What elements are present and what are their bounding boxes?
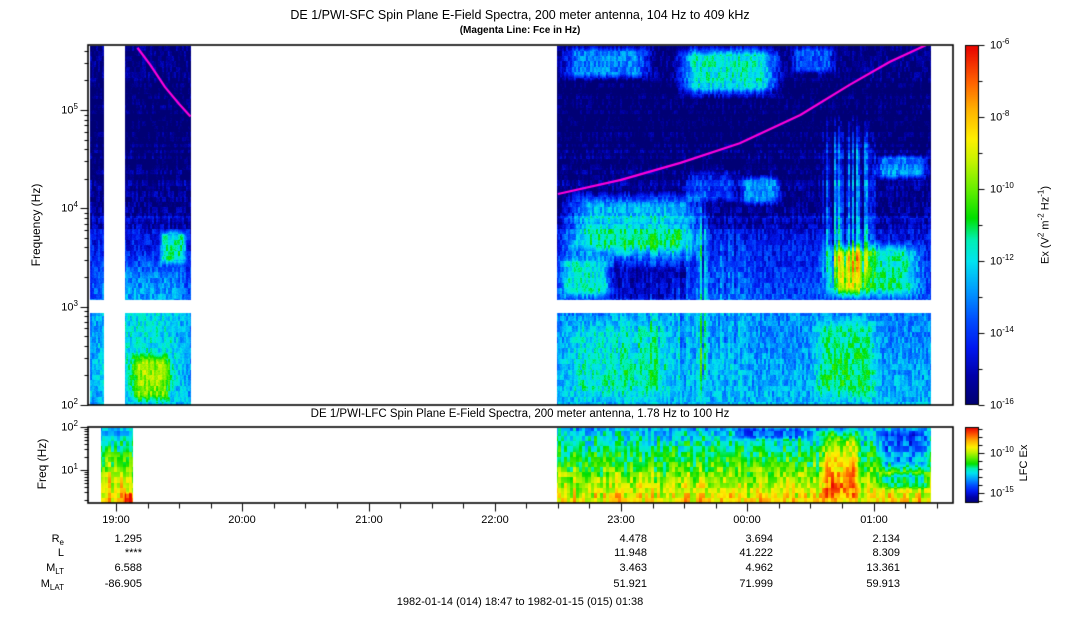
x-tick-label: 23:00	[607, 514, 635, 526]
colorbar-tick-label: 10-16	[990, 397, 1014, 412]
colorbar-tick-label: 10-10	[990, 181, 1014, 196]
param-value: 59.913	[866, 578, 900, 590]
x-tick-label: 19:00	[102, 514, 130, 526]
param-value: 8.309	[872, 547, 900, 559]
param-row-label: MLT	[46, 562, 64, 577]
colorbar-tick-label: 10-14	[990, 325, 1014, 340]
param-value: 3.694	[745, 533, 773, 545]
param-value: 41.222	[739, 547, 773, 559]
param-row-label: MLAT	[40, 578, 64, 593]
param-value: -86.905	[104, 578, 142, 590]
colorbar-tick-label: 10-12	[990, 253, 1014, 268]
param-value: 4.478	[619, 533, 647, 545]
lfc-title: DE 1/PWI-LFC Spin Plane E-Field Spectra,…	[310, 408, 730, 420]
x-tick-label: 22:00	[481, 514, 509, 526]
y-tick-label: 105	[61, 102, 78, 117]
param-value: 51.921	[613, 578, 647, 590]
caption: 1982-01-14 (014) 18:47 to 1982-01-15 (01…	[396, 596, 644, 608]
param-value: 1.295	[114, 533, 142, 545]
y-tick-label: 104	[61, 200, 78, 215]
fce-note: (Magenta Line: Fce in Hz)	[459, 25, 581, 36]
lfc-y-axis-label: Freq (Hz)	[35, 438, 49, 490]
param-value: 6.588	[114, 562, 142, 574]
sfc-title: DE 1/PWI-SFC Spin Plane E-Field Spectra,…	[290, 8, 750, 22]
y-tick-label: 102	[61, 419, 78, 434]
param-value: 71.999	[739, 578, 773, 590]
param-row-label: L	[57, 547, 64, 559]
param-row-label: Re	[51, 533, 64, 548]
sfc-y-axis-label: Frequency (Hz)	[29, 183, 43, 267]
lfc-colorbar-label: LFC Ex	[1018, 444, 1030, 482]
param-value: ****	[124, 547, 142, 559]
colorbar-tick-label: 10-6	[990, 37, 1010, 52]
y-tick-label: 103	[61, 299, 78, 314]
x-tick-label: 00:00	[733, 514, 761, 526]
x-tick-label: 21:00	[355, 514, 383, 526]
y-tick-label: 101	[61, 462, 78, 477]
param-value: 11.948	[614, 547, 647, 559]
param-value: 13.361	[866, 562, 900, 574]
y-tick-label: 102	[61, 397, 78, 412]
param-value: 2.134	[872, 533, 900, 545]
x-tick-label: 01:00	[860, 514, 888, 526]
colorbar-tick-label: 10-8	[990, 109, 1010, 124]
param-value: 3.463	[619, 562, 647, 574]
x-tick-label: 20:00	[228, 514, 256, 526]
sfc-colorbar-label: Ex (V2 m-2 Hz-1)	[1036, 185, 1052, 265]
param-value: 4.962	[745, 562, 773, 574]
colorbar-tick-label: 10-10	[990, 445, 1014, 460]
colorbar-tick-label: 10-15	[990, 485, 1014, 500]
